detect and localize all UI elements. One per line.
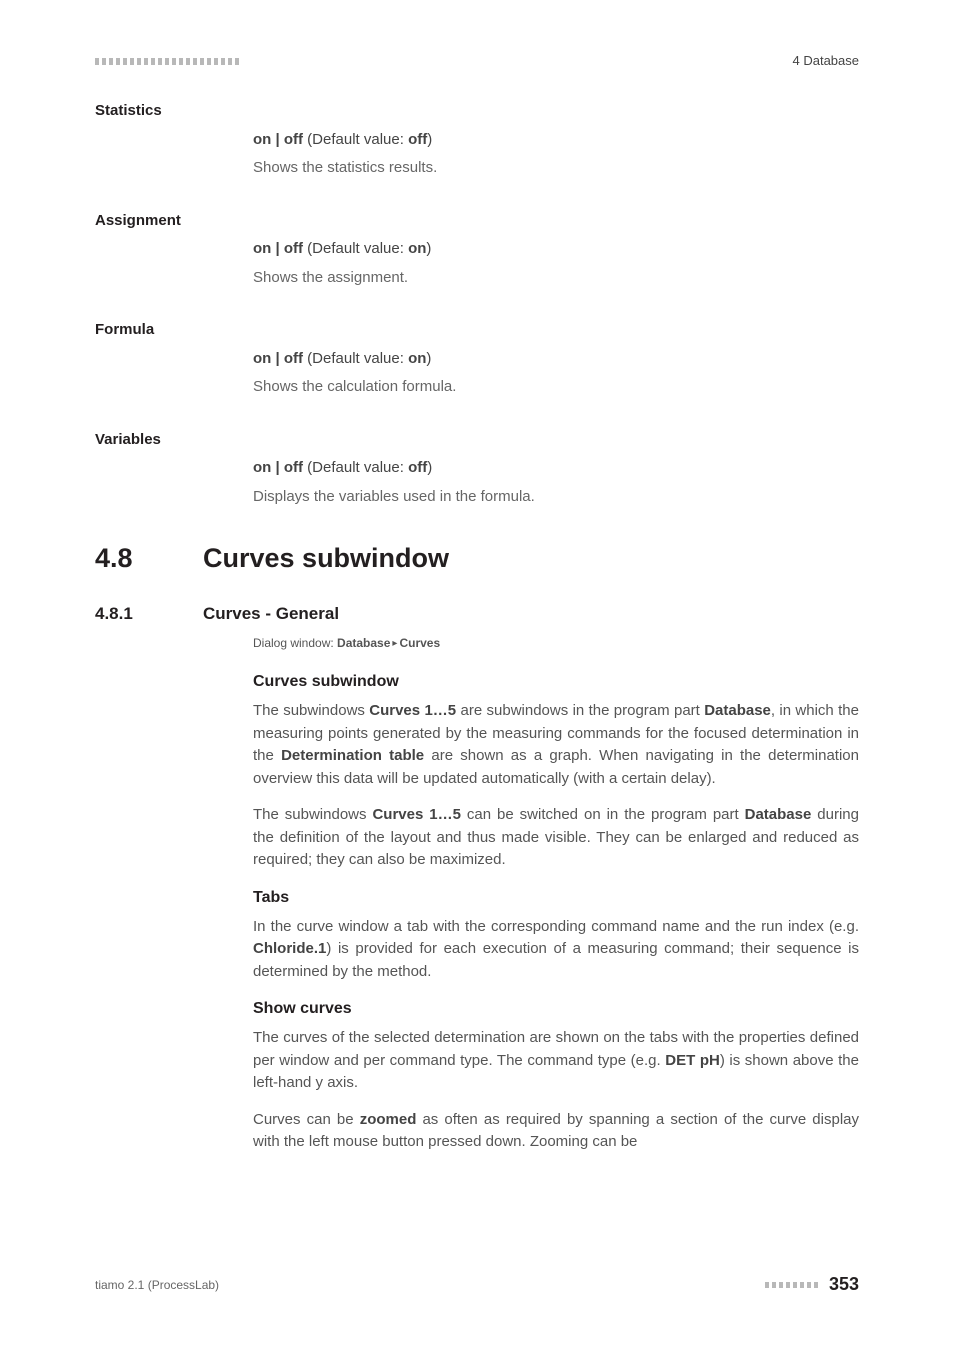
option-desc: Shows the calculation formula. [253, 376, 859, 399]
options-values: on | off [253, 459, 303, 476]
bold-text: Data­base [704, 702, 771, 719]
text: ) is provided for each execution of a me… [253, 940, 859, 980]
bold-text: Curves 1…5 [369, 702, 456, 719]
triangle-icon: ▸ [392, 636, 397, 651]
options-mid: (Default value: [303, 240, 408, 257]
term-body: on | off (Default value: on) Shows the c… [253, 348, 859, 399]
term-body: on | off (Default value: off) Displays t… [253, 457, 859, 508]
options-default: off [408, 459, 427, 476]
definition-assignment: Assignment on | off (Default value: on) … [95, 210, 859, 290]
heading-title: Curves subwindow [203, 543, 449, 573]
dialog-path-1: Database [337, 636, 390, 650]
options-post: ) [426, 350, 431, 367]
heading-number: 4.8.1 [95, 601, 203, 627]
dialog-label: Dialog window: [253, 636, 337, 650]
options-default: on [408, 350, 426, 367]
option-line: on | off (Default value: on) [253, 348, 859, 371]
page-footer: tiamo 2.1 (ProcessLab) 353 [95, 1271, 859, 1298]
bold-text: Determination table [281, 747, 424, 764]
text: The subwindows [253, 806, 372, 823]
options-post: ) [427, 131, 432, 148]
subheading-show-curves: Show curves [253, 997, 859, 1021]
section-heading-1: 4.8Curves subwindow [95, 538, 859, 579]
definition-formula: Formula on | off (Default value: on) Sho… [95, 319, 859, 399]
option-line: on | off (Default value: on) [253, 238, 859, 261]
options-values: on | off [253, 240, 303, 257]
options-mid: (Default value: [303, 350, 408, 367]
bold-text: Curves 1…5 [372, 806, 461, 823]
options-values: on | off [253, 350, 303, 367]
option-line: on | off (Default value: off) [253, 457, 859, 480]
term-label: Formula [95, 319, 859, 342]
subheading-tabs: Tabs [253, 886, 859, 910]
term-body: on | off (Default value: off) Shows the … [253, 129, 859, 180]
heading-title: Curves - General [203, 604, 339, 623]
page-content: Statistics on | off (Default value: off)… [95, 100, 859, 1168]
page-number: 353 [829, 1271, 859, 1298]
paragraph: The subwindows Curves 1…5 are subwindows… [253, 700, 859, 790]
option-line: on | off (Default value: off) [253, 129, 859, 152]
bold-text: Database [745, 806, 812, 823]
subheading-curves-subwindow: Curves subwindow [253, 670, 859, 694]
footer-right: 353 [765, 1271, 859, 1298]
paragraph: The subwindows Curves 1…5 can be switche… [253, 804, 859, 872]
option-desc: Displays the variables used in the formu… [253, 486, 859, 509]
options-values: on | off [253, 131, 303, 148]
section-heading-2: 4.8.1Curves - General [95, 601, 859, 627]
dialog-path-2: Curves [399, 636, 440, 650]
bold-text: zoomed [360, 1111, 417, 1128]
term-label: Assignment [95, 210, 859, 233]
definition-variables: Variables on | off (Default value: off) … [95, 429, 859, 509]
paragraph: The curves of the selected determination… [253, 1027, 859, 1095]
footer-product: tiamo 2.1 (ProcessLab) [95, 1276, 219, 1294]
paragraph: Curves can be zoomed as often as require… [253, 1109, 859, 1154]
text: Curves can be [253, 1111, 360, 1128]
options-default: on [408, 240, 426, 257]
options-default: off [408, 131, 427, 148]
heading-number: 4.8 [95, 538, 203, 579]
text: are subwindows in the program part [456, 702, 704, 719]
footer-rule [765, 1282, 821, 1288]
options-mid: (Default value: [303, 459, 408, 476]
text: can be switched on in the program part [461, 806, 745, 823]
bold-text: DET pH [665, 1052, 720, 1069]
header-section-label: 4 Database [793, 51, 860, 71]
term-label: Statistics [95, 100, 859, 123]
term-label: Variables [95, 429, 859, 452]
bold-text: Chloride.1 [253, 940, 326, 957]
option-desc: Shows the assignment. [253, 267, 859, 290]
definition-statistics: Statistics on | off (Default value: off)… [95, 100, 859, 180]
options-mid: (Default value: [303, 131, 408, 148]
options-post: ) [426, 240, 431, 257]
option-desc: Shows the statistics results. [253, 157, 859, 180]
paragraph: In the curve window a tab with the corre… [253, 916, 859, 984]
text: The subwindows [253, 702, 369, 719]
text: In the curve window a tab with the corre… [253, 918, 859, 935]
header-rule [95, 58, 240, 65]
dialog-window-path: Dialog window: Database▸Curves [253, 634, 859, 652]
options-post: ) [427, 459, 432, 476]
term-body: on | off (Default value: on) Shows the a… [253, 238, 859, 289]
